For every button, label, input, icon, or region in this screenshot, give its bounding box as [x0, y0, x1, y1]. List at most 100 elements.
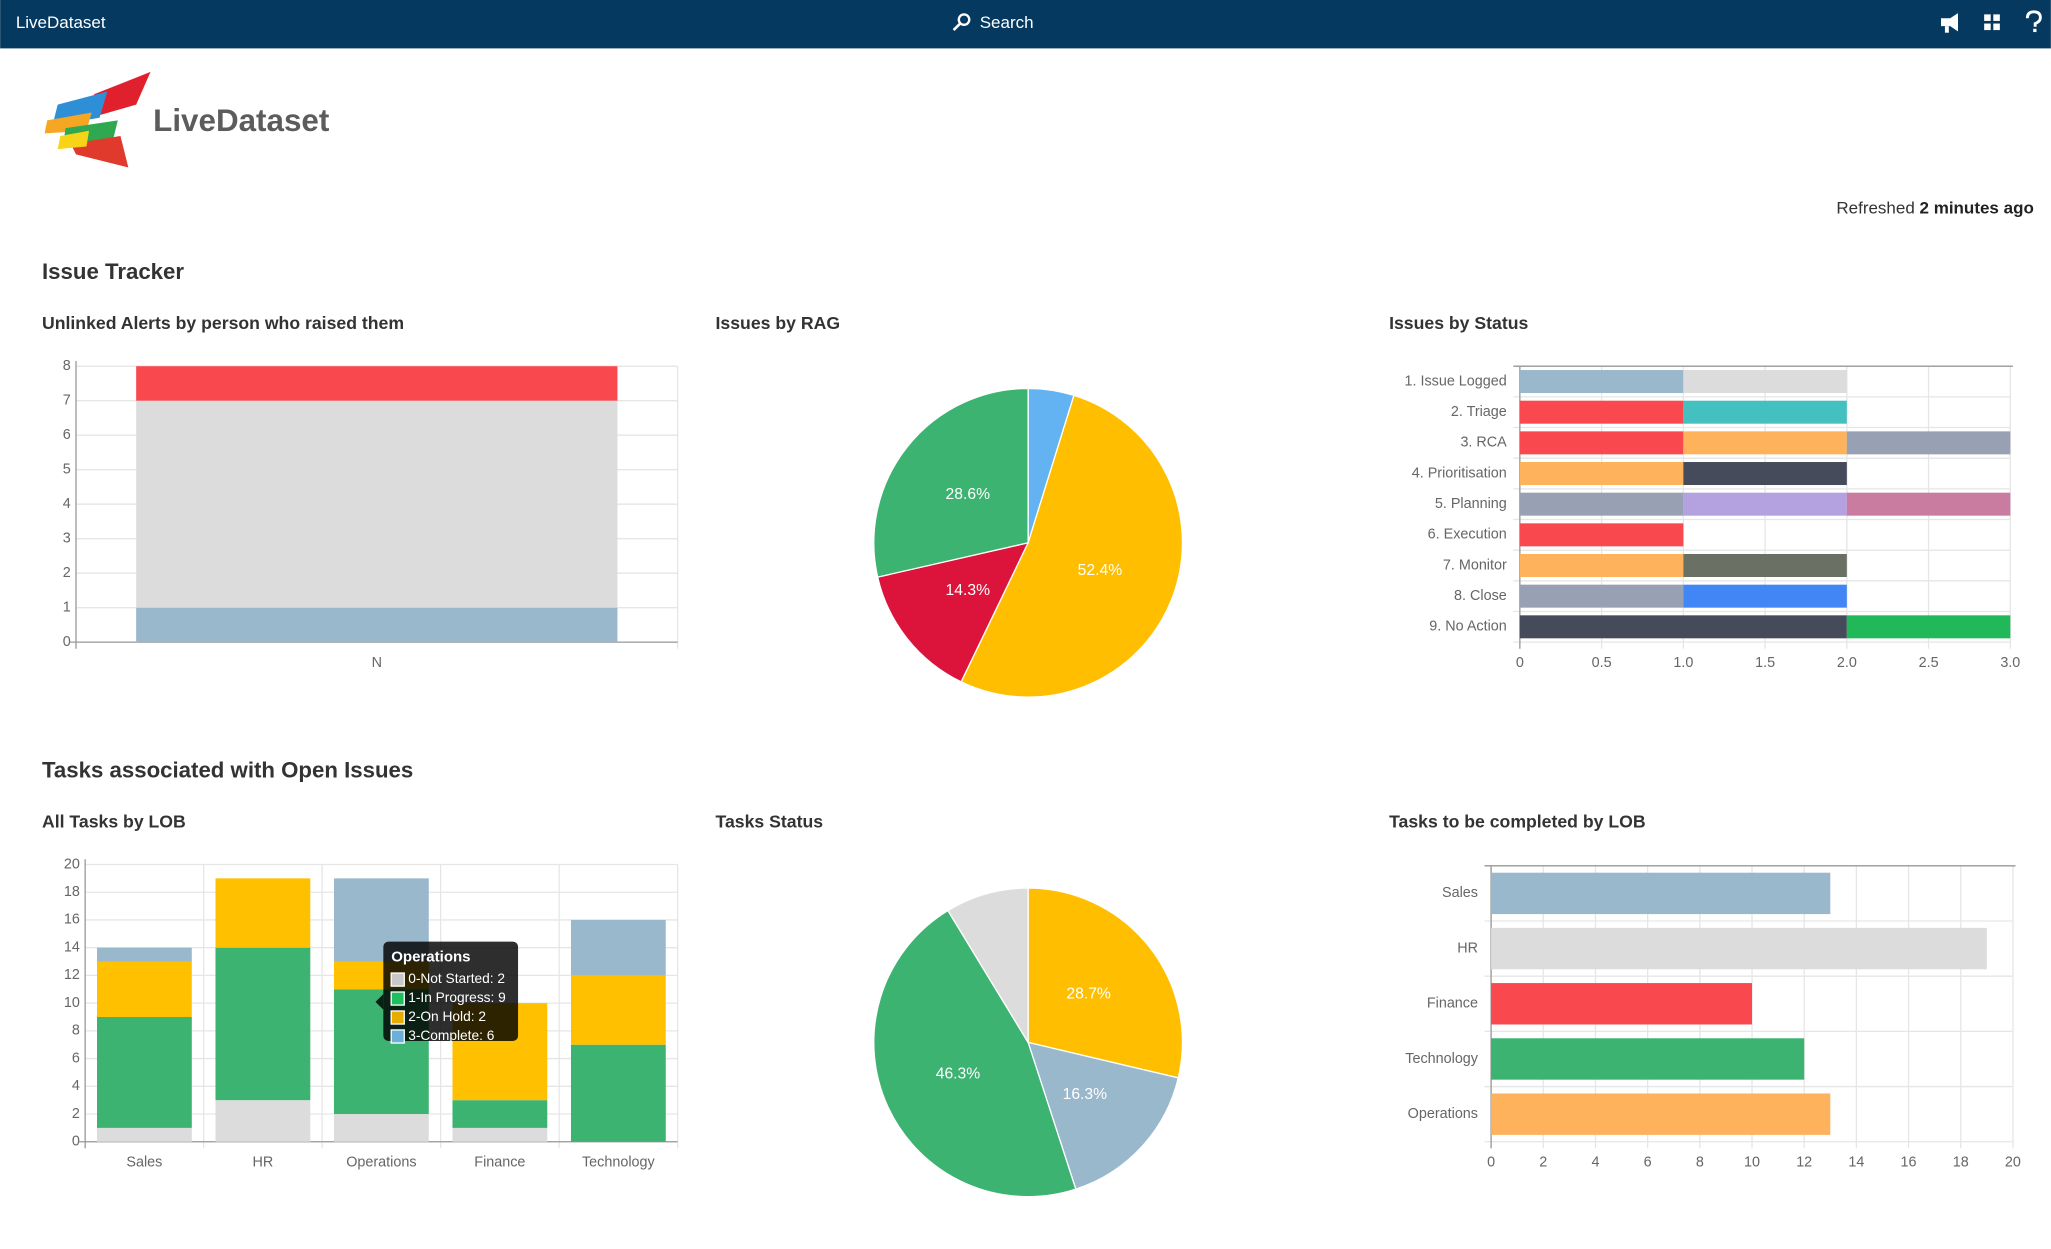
- tooltip-title: Operations: [391, 948, 470, 965]
- y-tick-label: 3: [63, 530, 71, 546]
- y-tick-label: 16: [64, 912, 80, 928]
- bar-segment: [97, 961, 192, 1017]
- logo-text: LiveDataset: [153, 103, 330, 138]
- x-tick-label: N: [372, 655, 382, 671]
- bar: [1491, 1093, 1831, 1135]
- y-tick-label: 0: [63, 634, 71, 650]
- tooltip: Operations 0-Not Started: 2 1-In Progress:…: [375, 941, 519, 1044]
- bar: [1519, 523, 1684, 547]
- y-tick-label: 1: [63, 599, 71, 615]
- slice-label: 28.7%: [1066, 986, 1111, 1003]
- bar: [1491, 927, 1987, 970]
- bar: [1491, 983, 1753, 1025]
- help-icon[interactable]: [2025, 10, 2042, 33]
- tooltip-swatch: [390, 1029, 405, 1044]
- bar-segment: [570, 975, 666, 1045]
- y-tick-label: 7: [63, 392, 71, 408]
- bar-segment: [136, 400, 618, 608]
- bar: [1683, 584, 1847, 608]
- chart-title: Unlinked Alerts by person who raised the…: [42, 313, 404, 333]
- y-tick-label: 8: [72, 1023, 80, 1039]
- x-tick-label: 14: [1848, 1154, 1864, 1170]
- tooltip-swatch: [390, 991, 405, 1006]
- x-tick-label: Finance: [474, 1154, 525, 1170]
- bar-segment: [452, 1100, 548, 1128]
- pie-slice: [1027, 887, 1184, 1079]
- y-tick-label: Technology: [1405, 1051, 1479, 1067]
- y-tick-label: Operations: [1408, 1106, 1478, 1122]
- search[interactable]: Search: [980, 13, 1034, 32]
- x-tick-label: 12: [1796, 1154, 1812, 1170]
- x-tick-label: 0: [1516, 655, 1524, 671]
- y-tick-label: 8: [63, 358, 71, 374]
- x-tick-label: 18: [1953, 1154, 1969, 1170]
- y-tick-label: Sales: [1442, 885, 1478, 901]
- x-tick-label: 20: [2005, 1154, 2021, 1170]
- bar: [1519, 370, 1684, 394]
- x-tick-label: 2.5: [1919, 655, 1939, 671]
- bar: [1519, 584, 1684, 608]
- search-icon[interactable]: [952, 13, 971, 32]
- bar: [1491, 1038, 1805, 1080]
- bar-segment: [452, 1127, 548, 1142]
- bar: [1519, 400, 1684, 424]
- slice-label: 52.4%: [1078, 562, 1123, 579]
- y-tick-label: Finance: [1427, 996, 1478, 1012]
- refreshed-age: 2 minutes ago: [1920, 199, 2034, 218]
- chart-title: Tasks Status: [716, 811, 824, 831]
- top-bar: [0, 0, 2051, 49]
- apps-icon[interactable]: [1984, 14, 2000, 31]
- y-tick-label: 4. Prioritisation: [1412, 465, 1507, 481]
- pie-slice: [1027, 1041, 1180, 1190]
- y-tick-label: 14: [64, 939, 80, 955]
- slice-label: 28.6%: [946, 486, 991, 503]
- y-tick-label: 18: [64, 884, 80, 900]
- y-tick-label: 6: [72, 1050, 80, 1066]
- chart-title: Issues by Status: [1389, 313, 1528, 333]
- x-tick-label: 10: [1744, 1154, 1760, 1170]
- bar: [1519, 615, 1847, 639]
- x-tick-label: 2: [1539, 1154, 1547, 1170]
- y-tick-label: 6: [63, 427, 71, 443]
- x-tick-label: 0.5: [1592, 655, 1612, 671]
- bar-segment: [570, 919, 666, 976]
- x-tick-label: 16: [1901, 1154, 1917, 1170]
- y-tick-label: 4: [72, 1078, 80, 1094]
- x-tick-label: 1.0: [1673, 655, 1693, 671]
- tooltip-item: 2-On Hold: 2: [408, 1009, 486, 1024]
- tooltip-item: 0-Not Started: 2: [408, 971, 505, 986]
- chart-title: All Tasks by LOB: [42, 811, 186, 831]
- bar: [1683, 492, 1847, 516]
- y-tick-label: 4: [63, 496, 71, 512]
- bar-segment: [136, 366, 618, 401]
- bar: [1846, 431, 2011, 455]
- y-tick-label: 2: [63, 565, 71, 581]
- tooltip-arrow: [375, 993, 384, 1010]
- slice-label: 16.3%: [1063, 1086, 1108, 1103]
- bar: [1846, 615, 2011, 639]
- y-tick-label: 5: [63, 461, 71, 477]
- bar: [1519, 462, 1684, 486]
- bar: [1519, 431, 1684, 455]
- x-tick-label: 6: [1644, 1154, 1652, 1170]
- chart-title: Tasks to be completed by LOB: [1389, 811, 1646, 831]
- app-name[interactable]: LiveDataset: [16, 13, 106, 32]
- x-tick-label: 8: [1696, 1154, 1704, 1170]
- bar-segment: [215, 1100, 311, 1142]
- tooltip-box: [383, 941, 519, 1042]
- y-tick-label: 0: [72, 1134, 80, 1150]
- x-tick-label: 1.5: [1755, 655, 1775, 671]
- x-tick-label: 0: [1487, 1154, 1495, 1170]
- x-tick-label: 2.0: [1837, 655, 1857, 671]
- y-tick-label: 6. Execution: [1428, 527, 1507, 543]
- tooltip-item: 1-In Progress: 9: [408, 990, 506, 1005]
- bar: [1519, 554, 1684, 577]
- tooltip-swatch: [390, 972, 405, 987]
- bar-segment: [97, 947, 192, 962]
- announce-icon[interactable]: [1940, 13, 1958, 33]
- bar: [1491, 872, 1831, 915]
- bar: [1683, 431, 1847, 455]
- bar-segment: [97, 1127, 192, 1142]
- y-tick-label: 7. Monitor: [1443, 557, 1507, 573]
